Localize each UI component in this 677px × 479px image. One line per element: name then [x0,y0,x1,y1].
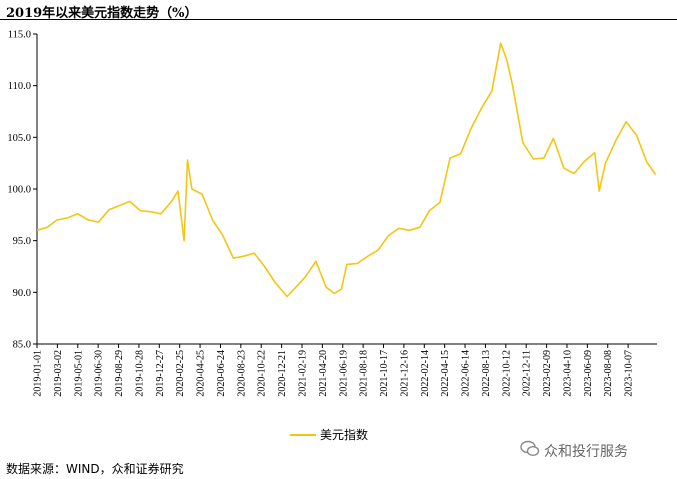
x-tick-label: 2019-12-27 [155,350,166,397]
x-axis: 2019-01-01 2019-03-02 2019-05-01 2019-06-30… [33,343,657,397]
y-axis: 85.0 90.0 95.0 100.0 105.0 110.0 115.0 [7,30,38,351]
x-tick-label: 2020-02-25 [175,350,186,397]
y-tick-label: 95.0 [13,236,31,247]
watermark-text: 众和投行服务 [544,444,628,460]
series-layer [36,42,657,298]
legend: 美元指数 [290,426,368,443]
source-note: 数据来源：WIND，众和证券研究 [6,462,184,476]
x-tick-label: 2023-08-08 [603,350,614,397]
x-tick-label: 2021-06-19 [338,350,349,397]
y-tick-label: 90.0 [13,288,31,299]
x-tick-label: 2022-02-14 [420,350,431,397]
x-tick-label: 2019-03-02 [53,350,64,397]
page-title: 2019年以来美元指数走势（%） [6,6,198,21]
x-tick-label: 2020-12-21 [277,350,288,397]
x-tick-label: 2020-08-23 [236,350,247,397]
x-tick-label: 2021-12-16 [399,350,410,397]
wechat-icon [520,440,540,462]
x-tick-label: 2020-10-22 [257,350,268,397]
x-tick-label: 2021-08-18 [359,350,370,397]
y-tick-label: 100.0 [7,185,31,196]
x-tick-label: 2023-06-09 [583,350,594,397]
dollar-index-line-chart: 85.0 90.0 95.0 100.0 105.0 110.0 115.0 2019-01… [7,30,657,397]
x-tick-label: 2023-10-07 [624,350,635,397]
series-line-0 [36,42,657,298]
title-divider [0,19,677,20]
y-tick-label: 85.0 [13,340,31,351]
y-tick-label: 105.0 [7,133,31,144]
x-tick-label: 2019-06-30 [94,350,105,397]
x-tick-label: 2022-06-14 [461,350,472,397]
x-tick-label: 2021-04-20 [318,350,329,397]
x-tick-label: 2022-04-15 [440,350,451,397]
x-tick-label: 2021-02-19 [297,350,308,397]
x-tick-label: 2021-10-17 [379,350,390,397]
legend-label: 美元指数 [320,428,369,442]
x-tick-label: 2022-08-13 [481,350,492,397]
x-tick-label: 2022-12-11 [522,350,533,396]
y-tick-label: 110.0 [8,81,31,92]
y-tick-label: 115.0 [8,30,31,41]
x-tick-label: 2019-05-01 [73,350,84,397]
x-tick-label: 2019-10-28 [134,350,145,397]
x-tick-label: 2020-06-24 [216,350,227,397]
x-tick-label: 2019-01-01 [33,350,44,397]
watermark: 众和投行服务 [520,440,628,462]
x-tick-label: 2023-02-09 [542,350,553,397]
x-tick-label: 2023-04-10 [562,350,573,397]
legend-swatch [290,433,316,436]
x-tick-label: 2019-08-29 [114,350,125,397]
x-tick-label: 2022-10-12 [501,350,512,397]
x-tick-label: 2020-04-25 [196,350,207,397]
